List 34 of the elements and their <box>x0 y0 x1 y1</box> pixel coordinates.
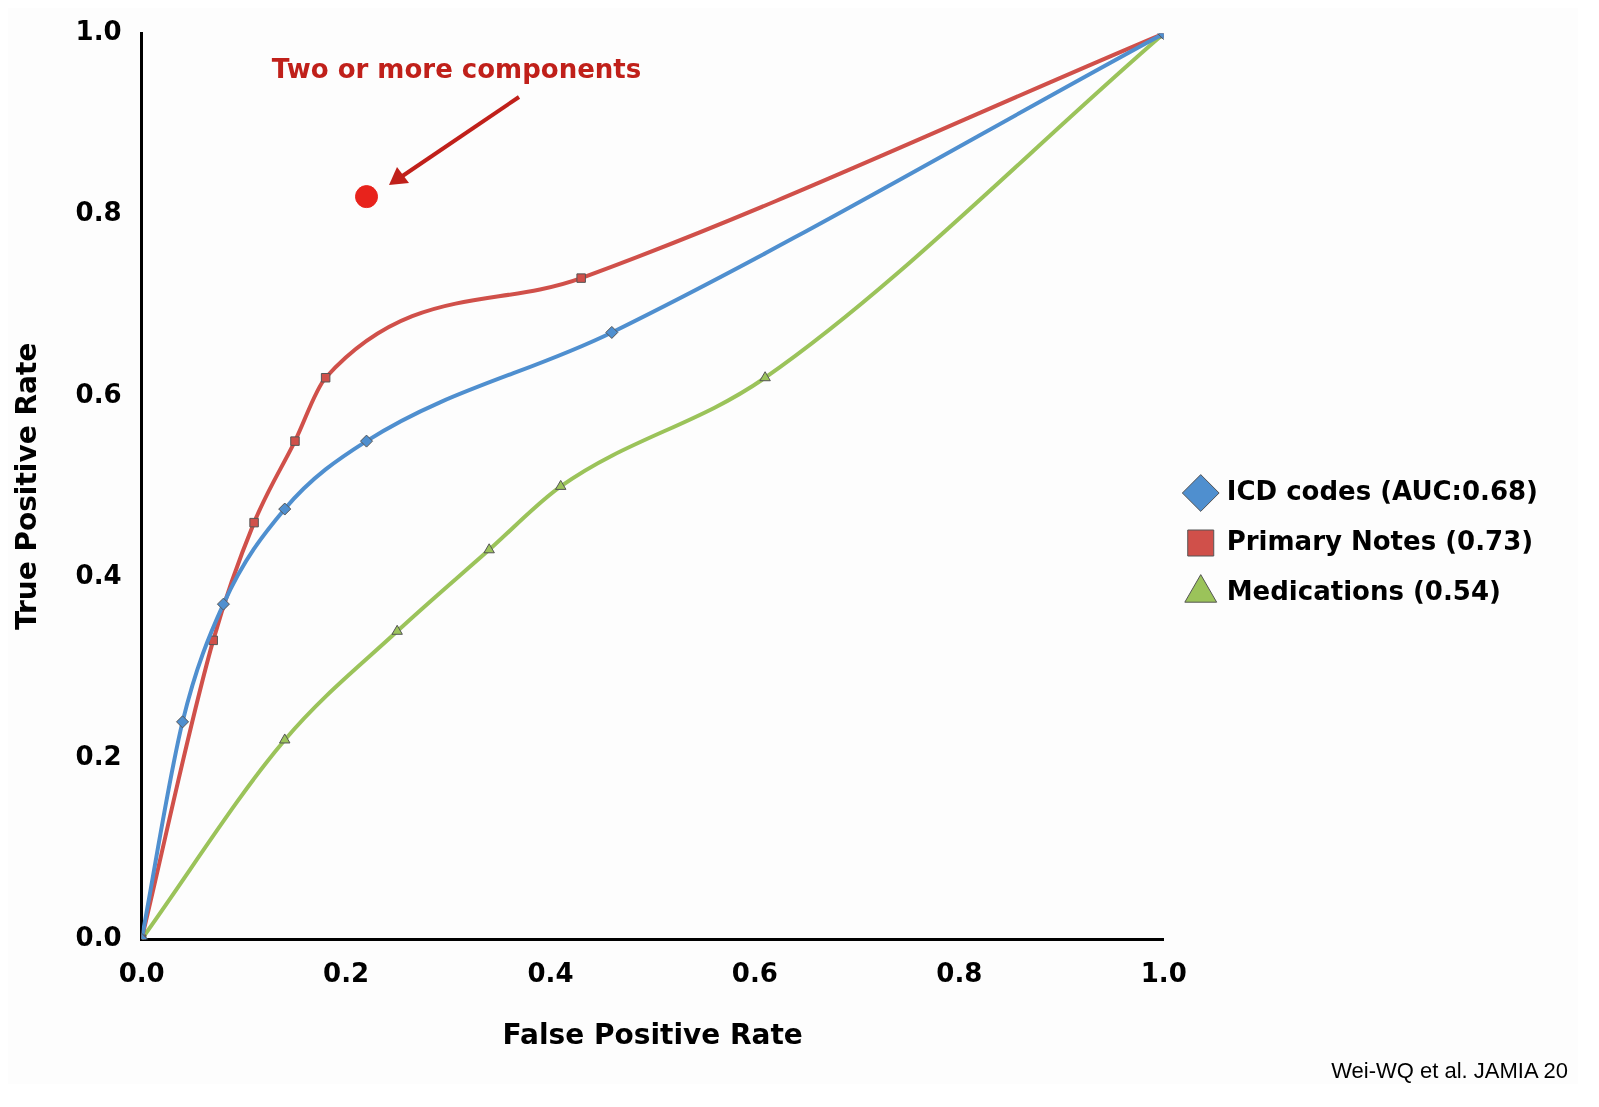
point <box>279 733 291 744</box>
legend-label: Medications (0.54) <box>1226 575 1501 606</box>
y-tick-label: 0.8 <box>75 197 122 228</box>
x-tick-label: 0.4 <box>527 957 574 988</box>
point <box>483 543 495 554</box>
x-tick-label: 0.2 <box>323 957 370 988</box>
point <box>360 434 374 448</box>
point <box>320 372 331 383</box>
x-tick-label: 0.6 <box>731 957 778 988</box>
point <box>249 517 259 528</box>
point <box>176 715 190 729</box>
point <box>216 597 230 611</box>
annotation: Two or more components <box>271 54 642 85</box>
y-tick-label: 0.4 <box>75 559 122 590</box>
point <box>759 371 771 382</box>
y-axis-title: True Positive Rate <box>10 342 44 631</box>
text: Wei-WQ et al. JAMIA 20 <box>1330 1058 1569 1084</box>
x-tick-label: 1.0 <box>1140 957 1187 988</box>
point <box>290 436 300 446</box>
point <box>555 479 567 490</box>
y-tick-label: 0.6 <box>75 378 122 409</box>
legend-label: ICD codes (AUC:0.68) <box>1226 475 1538 506</box>
x-axis-title: False Positive Rate <box>502 1018 803 1052</box>
x-tick-label: 0.8 <box>936 957 983 988</box>
point <box>605 325 619 339</box>
point <box>278 502 292 516</box>
legend-label: Primary Notes (0.73) <box>1226 525 1534 556</box>
point <box>391 624 403 635</box>
y-tick-label: 1.0 <box>75 16 122 47</box>
y-tick-label: 0.0 <box>75 921 122 952</box>
x-tick-label: 0.0 <box>118 957 165 988</box>
y-tick-label: 0.2 <box>75 740 122 771</box>
point <box>355 185 379 209</box>
point <box>576 273 586 283</box>
